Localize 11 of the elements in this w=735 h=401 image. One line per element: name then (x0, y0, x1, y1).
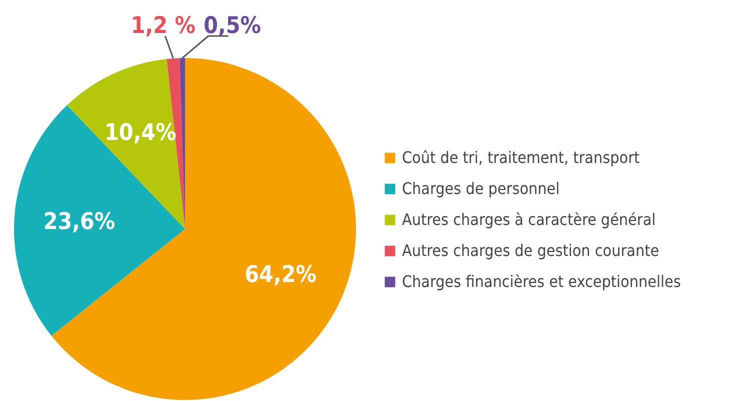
data-label: 1,2 % (130, 13, 196, 39)
legend-label: Autres charges de gestion courante (402, 241, 660, 260)
legend-label: Charges de personnel (402, 179, 560, 198)
legend-label: Charges financières et exceptionnelles (402, 272, 681, 291)
legend-label: Coût de tri, traitement, transport (402, 148, 640, 167)
data-label: 0,5% (204, 13, 262, 39)
data-label: 23,6% (43, 208, 116, 235)
pie-slice (14, 105, 185, 336)
data-label: 64,2% (244, 262, 317, 288)
legend-label: Autres charges à caractère général (402, 210, 656, 229)
data-label: 10,4% (104, 120, 177, 146)
